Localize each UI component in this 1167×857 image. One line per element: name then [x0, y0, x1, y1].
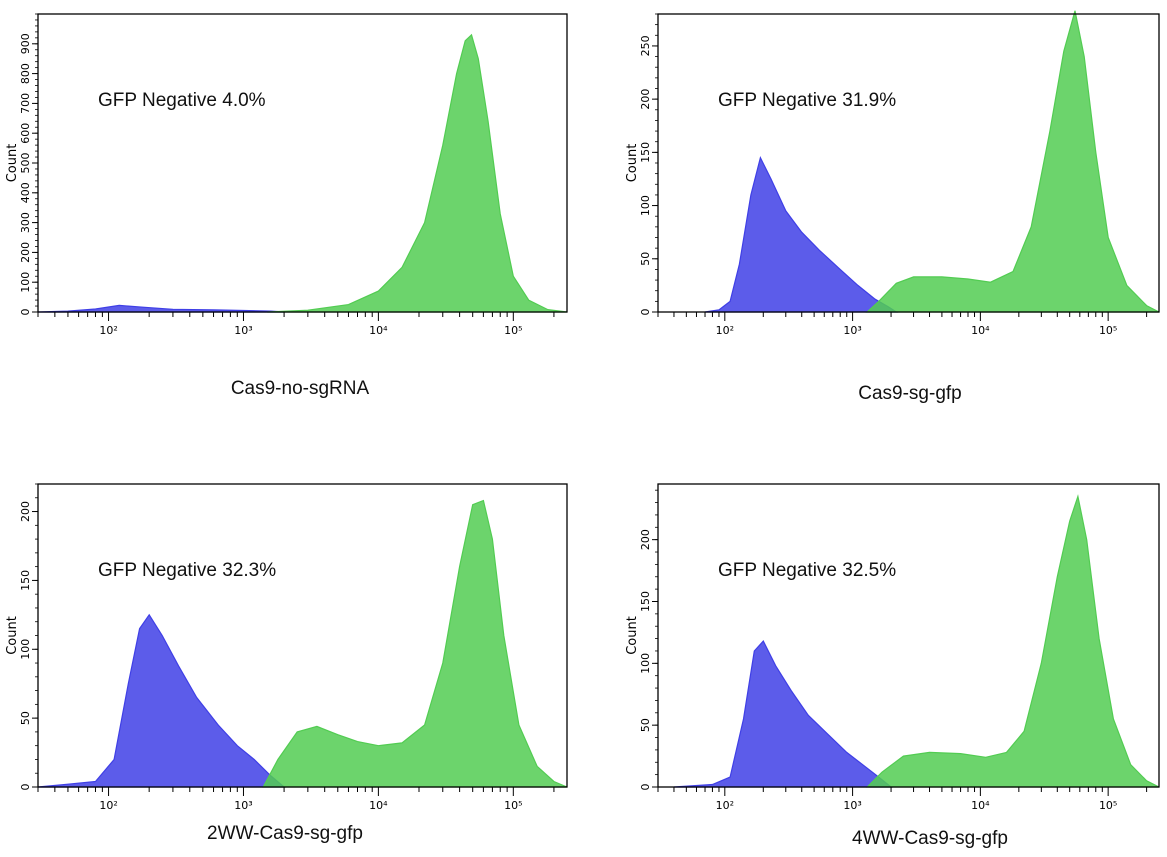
x-tick-label: 10³	[234, 799, 252, 812]
x-tick-label: 10²	[99, 324, 117, 337]
x-tick-label: 10⁴	[971, 799, 990, 812]
histogram-panel-4: 10² 10³ 10⁴ 10⁵ 0 50 100 150 200 Count GFP Negativ…	[620, 470, 1167, 820]
x-tick-label: 10²	[716, 324, 734, 337]
panel-caption-4: 4WW-Cas9-sg-gfp	[852, 828, 1008, 849]
histogram-panel-1: 10² 10³ 10⁴ 10⁵ 0 100 200 300 400 500 600 700 800 900…	[0, 0, 575, 345]
y-tick-label: 100	[19, 272, 32, 293]
histogram-svg-3: 10² 10³ 10⁴ 10⁵ 0 50 100 150 200 Count GFP Negativ…	[5, 483, 568, 812]
y-tick-label: 700	[19, 93, 32, 114]
panel-caption-1: Cas9-no-sgRNA	[230, 378, 370, 399]
plot-frame	[657, 483, 1160, 788]
y-tick-label: 900	[19, 33, 32, 54]
x-tick-label: 10⁵	[1099, 799, 1117, 812]
y-axis-label: Count	[625, 616, 640, 655]
y-tick-label: 100	[639, 653, 652, 674]
y-tick-label: 800	[19, 63, 32, 84]
histogram-svg-4: 10² 10³ 10⁴ 10⁵ 0 50 100 150 200 Count GFP Negativ…	[625, 483, 1160, 812]
x-tick-label: 10⁵	[1099, 324, 1117, 337]
y-tick-label: 150	[639, 142, 652, 163]
x-tick-label: 10²	[716, 799, 734, 812]
y-tick-label: 50	[639, 252, 652, 266]
y-tick-label: 200	[639, 89, 652, 110]
y-tick-label: 200	[19, 501, 32, 522]
y-axis-label: Count	[5, 616, 20, 655]
gfp-negative-area	[704, 155, 899, 313]
x-tick-label: 10⁴	[369, 799, 388, 812]
histogram-svg-2: 10² 10³ 10⁴ 10⁵ 0 50 100 150 200 250 Count GFP Nega…	[625, 10, 1160, 337]
gfp-positive-area	[865, 494, 1160, 788]
x-tick-label: 10⁵	[504, 324, 522, 337]
x-tick-label: 10⁵	[504, 799, 522, 812]
y-tick-label: 100	[19, 639, 32, 660]
gfp-positive-area	[865, 10, 1160, 313]
y-tick-label: 400	[19, 182, 32, 203]
gfp-negative-annotation: GFP Negative 4.0%	[98, 90, 266, 111]
y-tick-label: 300	[19, 212, 32, 233]
x-tick-label: 10³	[234, 324, 252, 337]
y-tick-label: 0	[19, 309, 32, 316]
gfp-positive-area	[267, 33, 568, 313]
y-tick-label: 500	[19, 153, 32, 174]
y-tick-label: 50	[639, 718, 652, 732]
y-tick-label: 200	[19, 242, 32, 263]
histogram-panel-3: 10² 10³ 10⁴ 10⁵ 0 50 100 150 200 Count GFP Negativ…	[0, 470, 575, 820]
y-axis-label: Count	[625, 144, 640, 183]
gfp-negative-annotation: GFP Negative 32.3%	[98, 560, 276, 581]
y-tick-label: 200	[639, 529, 652, 550]
x-tick-label: 10²	[99, 799, 117, 812]
y-tick-label: 150	[19, 570, 32, 591]
y-tick-label: 50	[19, 711, 32, 725]
panel-caption-3: 2WW-Cas9-sg-gfp	[207, 823, 363, 844]
x-tick-label: 10³	[843, 324, 861, 337]
x-tick-label: 10⁴	[971, 324, 990, 337]
x-tick-label: 10⁴	[369, 324, 388, 337]
histogram-svg-1: 10² 10³ 10⁴ 10⁵ 0 100 200 300 400 500 600 700 800 900…	[5, 13, 568, 337]
panel-caption-2: Cas9-sg-gfp	[858, 383, 962, 404]
y-tick-label: 150	[639, 591, 652, 612]
y-tick-label: 600	[19, 123, 32, 144]
y-tick-label: 0	[639, 309, 652, 316]
gfp-negative-area	[37, 613, 286, 788]
gfp-positive-area	[262, 499, 568, 788]
y-tick-label: 0	[639, 784, 652, 791]
y-axis-label: Count	[5, 144, 20, 183]
histogram-panel-2: 10² 10³ 10⁴ 10⁵ 0 50 100 150 200 250 Count GFP Nega…	[620, 0, 1167, 345]
gfp-negative-annotation: GFP Negative 31.9%	[718, 90, 896, 111]
y-tick-label: 100	[639, 195, 652, 216]
gfp-negative-area	[673, 640, 893, 788]
y-tick-label: 0	[19, 784, 32, 791]
gfp-negative-area	[37, 304, 285, 313]
gfp-negative-annotation: GFP Negative 32.5%	[718, 560, 896, 581]
y-tick-label: 250	[639, 35, 652, 56]
x-tick-label: 10³	[843, 799, 861, 812]
